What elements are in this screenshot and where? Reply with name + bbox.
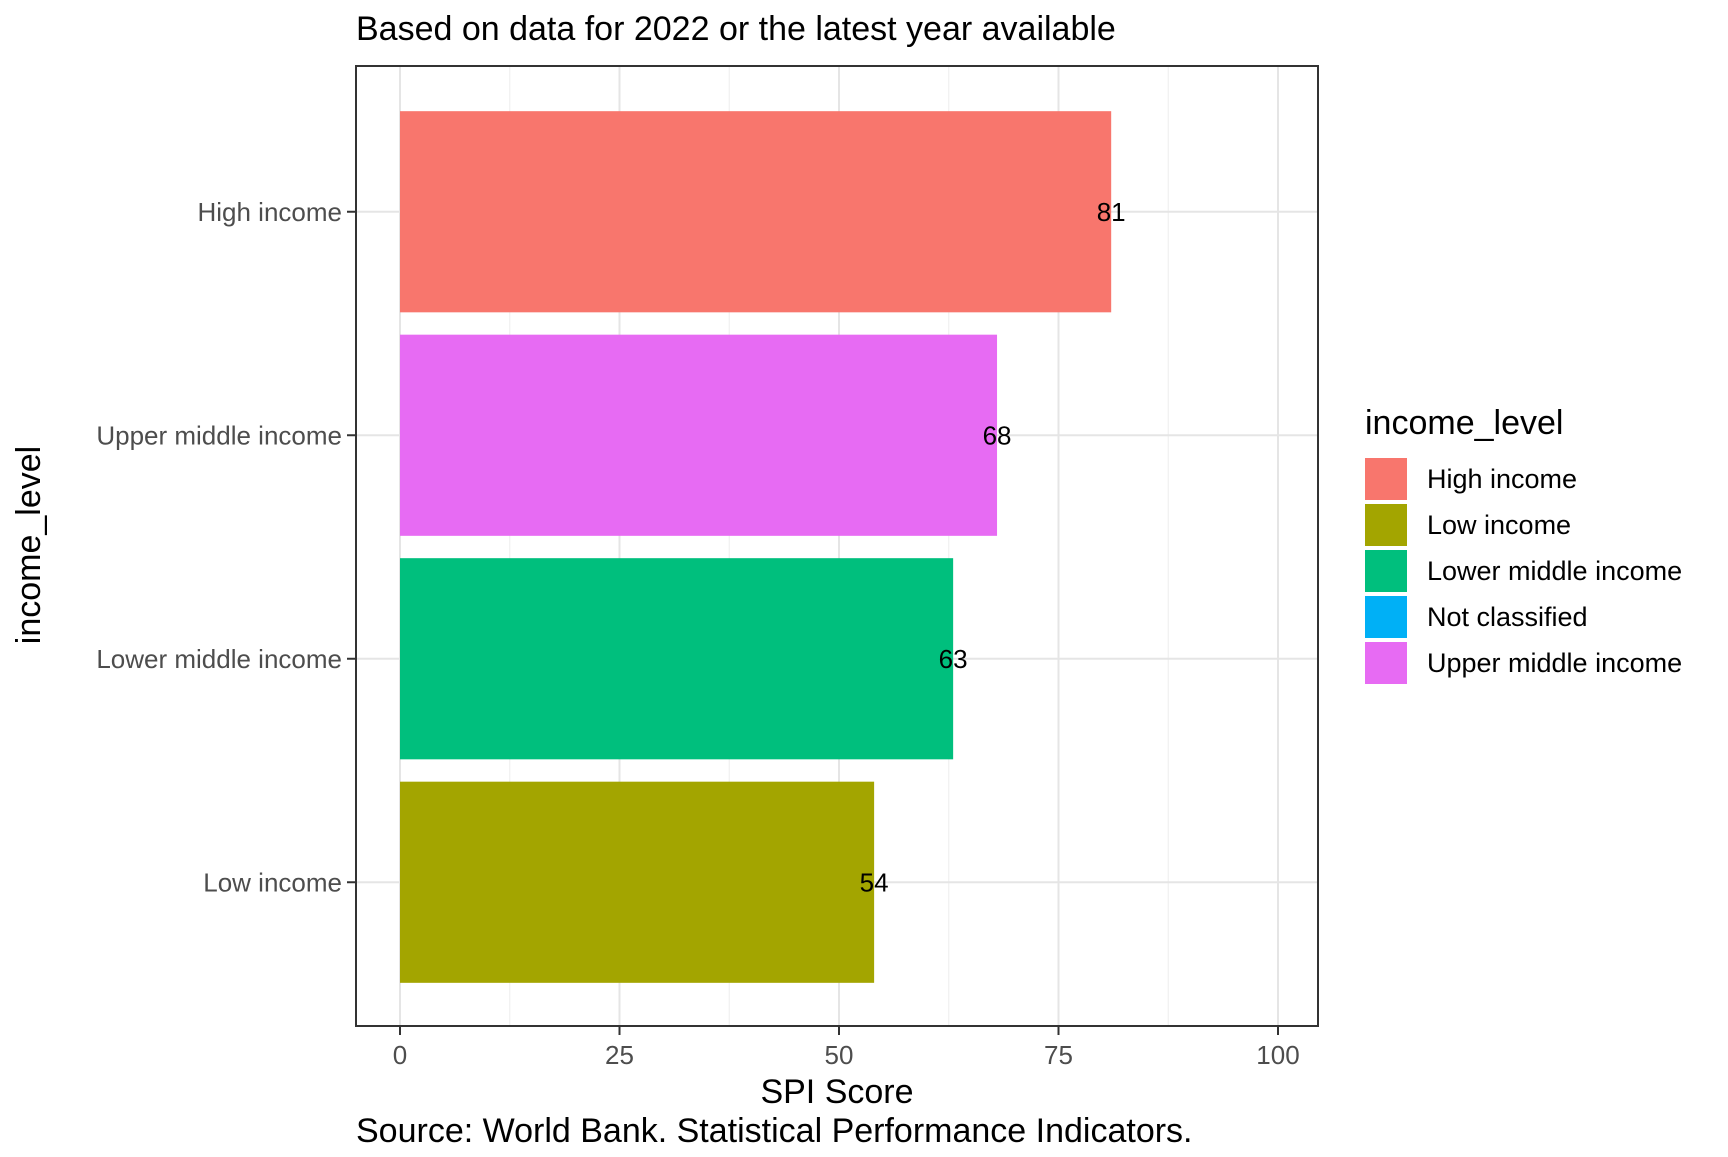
chart-title: Based on data for 2022 or the latest yea… [356,10,1116,48]
legend-label: High income [1427,464,1577,494]
bars-group [400,111,1112,983]
legend-swatch [1365,596,1407,638]
data-label: 81 [1097,197,1126,227]
y-axis: High income Upper middle income Lower midd… [96,197,356,897]
legend-title: income_level [1365,404,1563,442]
legend-swatch [1365,504,1407,546]
data-label: 63 [939,644,968,674]
panel-border [355,65,1319,1027]
data-label: 68 [983,420,1012,450]
bar [400,334,998,536]
y-tick-label: Upper middle income [96,420,342,450]
legend-swatch [1365,642,1407,684]
bar [400,781,875,983]
legend: income_level High income Low income Lower … [1365,404,1682,684]
x-axis: 0 25 50 75 100 [393,1026,1300,1070]
legend-swatch [1365,550,1407,592]
bar [400,558,954,760]
data-labels-group: 81 68 63 54 [860,197,1126,898]
legend-label: Upper middle income [1427,648,1682,678]
legend-swatch [1365,458,1407,500]
y-tick-label: High income [197,197,342,227]
x-tick-label: 0 [393,1040,407,1070]
legend-label: Not classified [1427,602,1588,632]
x-tick-label: 25 [605,1040,634,1070]
legend-label: Low income [1427,510,1571,540]
chart-caption: Source: World Bank. Statistical Performa… [356,1112,1193,1150]
x-tick-label: 75 [1044,1040,1073,1070]
y-axis-title: income_level [10,446,48,644]
x-tick-label: 100 [1256,1040,1299,1070]
y-tick-label: Lower middle income [96,644,342,674]
data-label: 54 [860,867,889,897]
y-tick-label: Low income [203,867,342,897]
x-axis-title: SPI Score [760,1073,913,1111]
x-tick-label: 50 [825,1040,854,1070]
legend-label: Lower middle income [1427,556,1682,586]
bar [400,111,1112,313]
